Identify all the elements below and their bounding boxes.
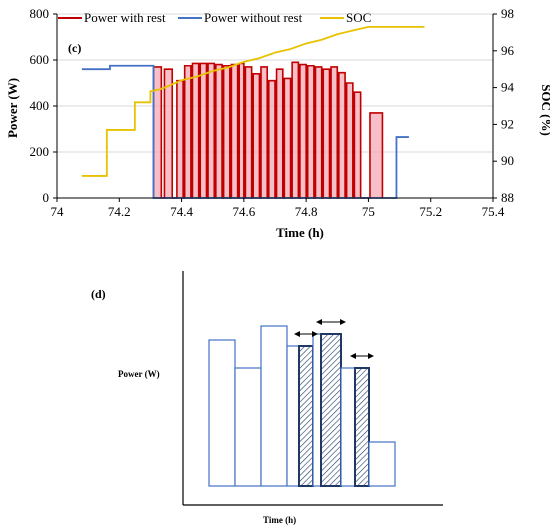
- c-pulse-fill: [346, 83, 353, 198]
- c-x-tick-label: 75: [362, 204, 375, 219]
- d-bar-hatched: [320, 333, 342, 487]
- c-y2-tick-label: 90: [501, 153, 514, 168]
- c-x-tick-label: 75.2: [419, 204, 442, 219]
- c-pulse-fill: [260, 66, 268, 199]
- d-bar: [208, 339, 236, 487]
- c-pulse-fill: [331, 66, 338, 199]
- c-pulse-fill: [284, 78, 291, 198]
- d-bar: [286, 345, 300, 487]
- c-pulse-fill: [245, 66, 252, 199]
- c-with-rest-fill: [153, 62, 383, 199]
- d-bar: [260, 325, 288, 487]
- c-pulse-fill: [338, 72, 346, 198]
- c-pulse-fill: [176, 80, 184, 198]
- c-x-tick-label: 74.8: [295, 204, 318, 219]
- c-legend: Power with rest Power without rest SOC: [58, 10, 371, 25]
- d-bar: [368, 441, 396, 487]
- d-ylabel: Power (W): [118, 369, 160, 379]
- c-pulse-fill: [292, 62, 299, 198]
- c-pulse-fill: [354, 92, 361, 198]
- c-pulse-fill: [231, 64, 238, 198]
- c-pulse-fill: [323, 69, 330, 198]
- c-legend-label: SOC: [346, 10, 371, 25]
- d-bar-hatched: [354, 367, 370, 487]
- c-pulse-fill: [299, 64, 307, 198]
- c-pulse-fill: [164, 69, 173, 198]
- c-pulse-fill: [369, 112, 383, 198]
- c-ylabel: Power (W): [5, 78, 20, 138]
- c-pulse-fill: [239, 63, 244, 199]
- c-x-tick-label: 74.2: [108, 204, 131, 219]
- c-x-tick-label: 74: [51, 204, 65, 219]
- d-bar-hatched: [298, 345, 314, 487]
- c-pulse-fill: [268, 80, 275, 198]
- c-pulse-fill: [153, 66, 162, 199]
- c-x-tick-label: 75.4: [482, 204, 505, 219]
- c-y2-tick-label: 92: [501, 116, 514, 131]
- c-series-power-without-rest: [81, 64, 409, 199]
- c-y-tick-label: 400: [30, 98, 50, 113]
- c-y2label: SOC (%): [539, 84, 550, 136]
- c-axes: [53, 13, 497, 202]
- power-soc-chart: 74 74.2 74.4 74.6 74.8 75 75.2 75.4 0 200 400 600 80…: [5, 6, 550, 240]
- c-pulse-fill: [223, 65, 230, 198]
- c-pulse-fill: [208, 63, 215, 199]
- c-y2-tick-label: 94: [501, 80, 515, 95]
- d-bar: [312, 333, 322, 487]
- c-x-tick-label: 74.6: [232, 204, 255, 219]
- c-pulse-fill: [253, 73, 260, 198]
- c-series-soc: [81, 25, 425, 177]
- c-pulse-fill: [315, 66, 322, 199]
- c-tick-labels: 74 74.2 74.4 74.6 74.8 75 75.2 75.4 0 200 400 600 80…: [30, 6, 515, 219]
- c-panel-label: (c): [68, 41, 81, 55]
- c-y2-tick-label: 88: [501, 190, 514, 205]
- c-pulse-fill: [192, 63, 199, 199]
- c-pulse-fill: [184, 65, 191, 198]
- d-bar: [234, 367, 262, 487]
- c-y-tick-label: 600: [30, 52, 50, 67]
- c-pulse-fill: [200, 63, 207, 199]
- c-y-tick-label: 0: [43, 190, 50, 205]
- c-y-tick-label: 200: [30, 144, 50, 159]
- d-panel-label: (d): [91, 287, 106, 301]
- d-bar: [340, 367, 356, 487]
- d-rest-arrows: [294, 319, 374, 359]
- c-legend-label: Power without rest: [204, 10, 303, 25]
- c-y-tick-label: 800: [30, 6, 50, 21]
- d-xlabel: Time (h): [263, 515, 296, 525]
- c-pulse-fill: [307, 65, 314, 198]
- c-xlabel: Time (h): [276, 225, 324, 240]
- c-pulse-fill: [276, 69, 283, 198]
- c-series-power-with-rest: [152, 61, 384, 199]
- d-bars: [208, 325, 396, 487]
- c-x-tick-label: 74.4: [170, 204, 193, 219]
- c-y2-tick-label: 98: [501, 6, 514, 21]
- c-y2-tick-label: 96: [501, 43, 515, 58]
- c-legend-label: Power with rest: [84, 10, 166, 25]
- c-pulse-fill: [215, 64, 223, 198]
- c-series-lines: [81, 25, 425, 199]
